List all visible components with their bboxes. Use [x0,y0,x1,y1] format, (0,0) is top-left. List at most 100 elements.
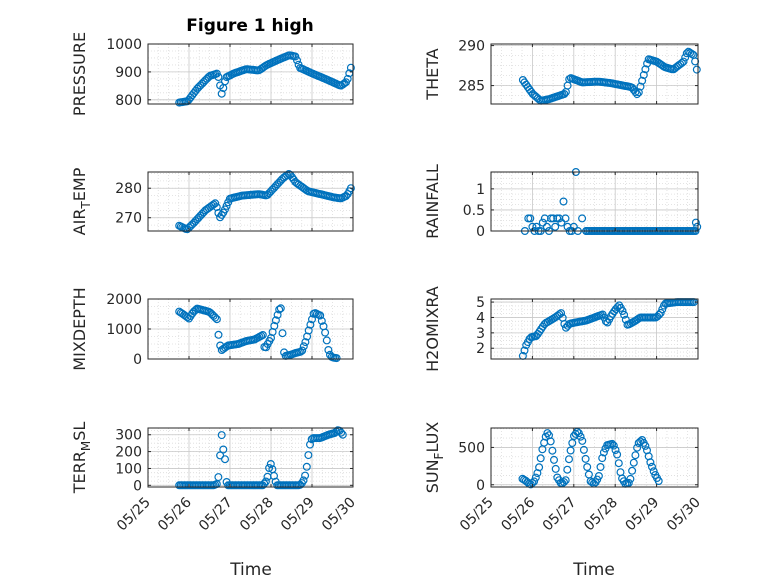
data-point [649,467,658,476]
data-point [538,218,547,227]
data-point [566,446,575,455]
data-point [581,454,590,463]
data-point [551,222,560,231]
data-point [301,338,310,347]
data-point [273,310,282,319]
y-tick-label: 3 [476,326,485,342]
subplot-1: 800 900 1000 PRESSURE [70,32,355,116]
data-point [576,432,585,441]
data-point [631,451,640,460]
data-point [613,450,622,459]
data-point [620,310,629,319]
data-point [219,445,228,454]
data-point [548,446,557,455]
data-point [317,316,326,325]
data-point [626,474,635,483]
data-point [306,320,315,329]
data-point [560,89,569,98]
data-point [658,305,667,314]
data-point [526,214,535,223]
data-point [214,473,223,482]
data-point [563,465,572,474]
data-point [212,315,221,324]
data-point [561,476,570,485]
data-point [557,218,566,227]
data-point [278,329,287,338]
data-point [338,430,347,439]
data-point [222,201,231,210]
data-point [321,328,330,337]
data-point [543,429,552,438]
data-point [275,305,284,314]
data-point [306,440,315,449]
data-point [332,354,341,363]
y-tick-label: 2000 [106,292,142,308]
y-tick-label: 270 [115,211,142,227]
data-point [261,477,270,486]
data-point [628,466,637,475]
data-point [542,222,551,231]
series-markers [175,170,355,234]
data-point [611,446,620,455]
data-point [633,90,642,99]
data-point [316,311,325,320]
data-point [692,65,701,74]
data-point [270,471,279,480]
y-tick-label: 1000 [106,322,142,338]
y-axis-label: RAINFALL [423,164,442,239]
data-point [654,477,663,486]
data-point [614,459,623,468]
data-point [559,478,568,487]
y-tick-label: 290 [458,39,485,55]
data-point [596,463,605,472]
data-point [346,63,355,72]
data-point [599,448,608,457]
y-tick-label: 0 [476,478,485,494]
y-tick-label: 300 [115,428,142,444]
y-tick-label: 4 [476,310,485,326]
data-point [532,222,541,231]
x-tick-label: 05/26 [498,494,538,534]
series-markers [175,51,355,107]
x-tick-label: 05/29 [623,495,663,535]
y-tick-label: 1 [476,182,485,198]
subplot-2: 285 290 THETA [423,39,701,105]
x-tick-label: 05/29 [278,495,318,535]
data-point [578,436,587,445]
y-axis-label: MIXDEPTH [70,287,89,370]
axes-frame [490,43,699,105]
data-point [631,87,640,96]
y-axis-label: PRESSURE [70,32,89,116]
data-point [298,346,307,355]
y-tick-label: 0.5 [463,203,485,219]
y-tick-label: 0 [476,224,485,240]
data-point [608,439,617,448]
data-point [624,478,633,487]
data-point [299,476,308,485]
data-point [308,315,317,324]
data-point [693,222,702,231]
x-tick-label: 05/28 [237,495,277,535]
data-point [324,346,333,355]
data-point [211,199,220,208]
data-point [681,53,690,62]
y-tick-label: 200 [115,445,142,461]
data-point [536,454,545,463]
data-point [646,458,655,467]
data-point [583,463,592,472]
data-point [258,331,267,340]
data-point [551,464,560,473]
x-tick-label: 05/27 [540,495,580,535]
y-axis-label: SUNFLUX [423,422,446,494]
data-point [579,445,588,454]
axes-frame [490,427,699,488]
y-tick-label: 285 [458,79,485,95]
x-tick-label: 05/27 [196,495,236,535]
data-point [221,455,230,464]
data-point [346,184,355,193]
data-point [557,309,566,318]
data-point [322,336,331,345]
y-axis-label: THETA [423,48,442,100]
